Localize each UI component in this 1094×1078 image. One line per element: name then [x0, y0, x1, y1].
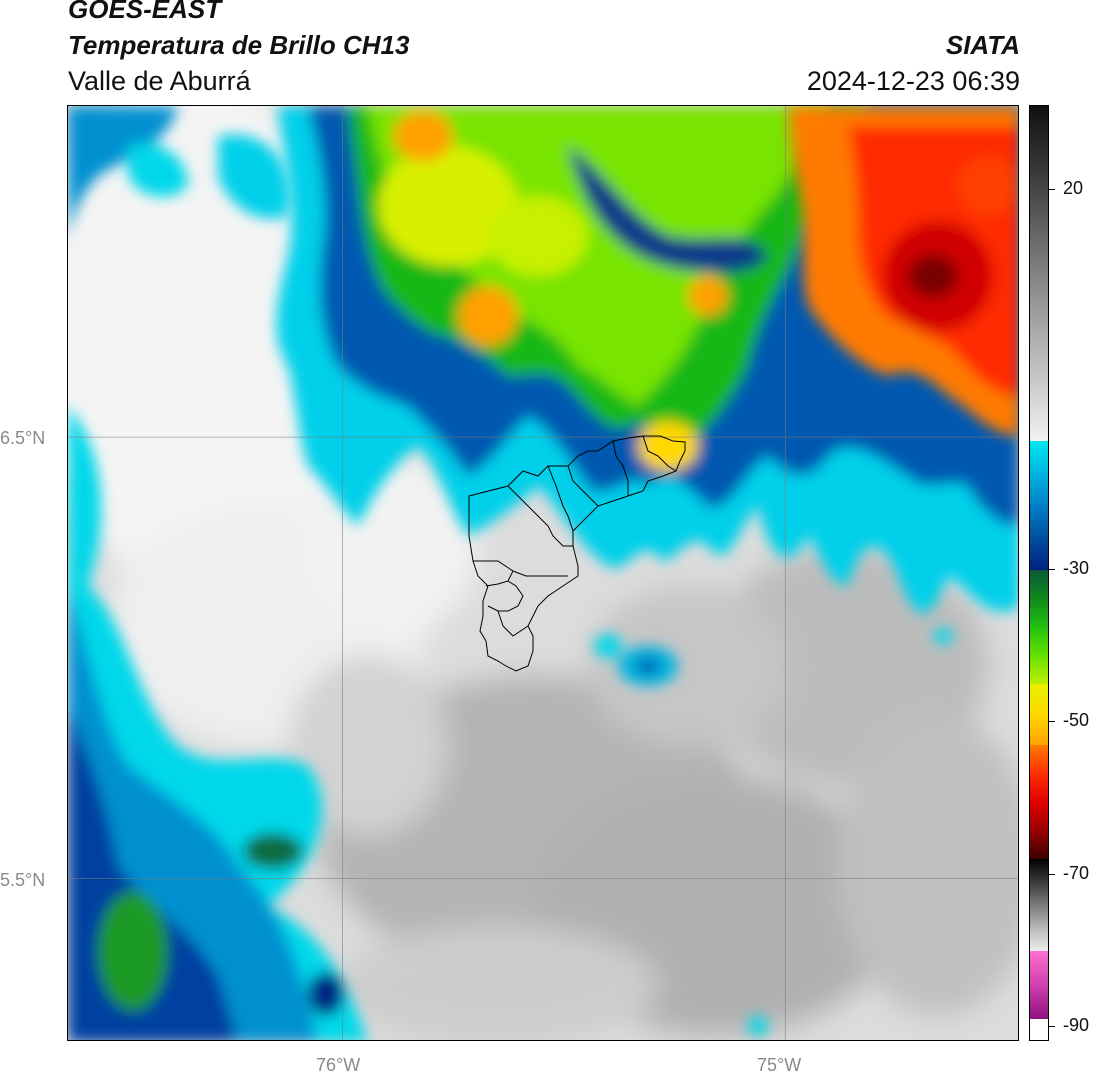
cold-core-northeast: [788, 106, 1018, 436]
colorbar-segment: [1030, 570, 1048, 685]
colorbar-tick-label: 20: [1063, 177, 1084, 198]
colorbar-segment: [1030, 950, 1048, 1020]
isolated-cells: [594, 628, 953, 1036]
organization-label: SIATA: [945, 30, 1020, 60]
colorbar-tick-label: -90: [1063, 1014, 1090, 1035]
colorbar-segment: [1030, 106, 1048, 441]
municipality-outline: [642, 435, 677, 472]
satellite-title: GOES-EAST: [68, 0, 222, 24]
municipality-outline: [485, 580, 524, 612]
cloud-wisps-northwest: [68, 106, 290, 246]
colorbar: [1029, 105, 1049, 1041]
municipality-outline: [547, 465, 574, 532]
colorbar-tick-mark: [1049, 873, 1055, 875]
municipality-outline: [473, 560, 568, 577]
colorbar-segment: [1030, 440, 1048, 571]
colorbar-segment: [1030, 859, 1048, 951]
colorbar-tick-mark: [1049, 1025, 1055, 1027]
surface-texture: [68, 106, 1018, 1040]
colorbar-segment: [1030, 745, 1048, 860]
lat-label-6-5: 6.5°N: [0, 428, 46, 448]
lat-label-5-5: 5.5°N: [0, 870, 46, 890]
lon-label-75w: 75°W: [757, 1055, 802, 1075]
map-gridlines: [68, 106, 1018, 1040]
cloud-band-west: [68, 406, 368, 1040]
colorbar-tick-label: -50: [1063, 710, 1090, 731]
colorbar-tick-mark: [1049, 569, 1055, 571]
map-canvas: [68, 106, 1018, 1040]
colorbar-tick-label: -70: [1063, 862, 1090, 883]
lon-label-76w: 76°W: [316, 1055, 361, 1075]
valle-de-aburra-boundary: [468, 435, 686, 672]
colorbar-tick-mark: [1049, 721, 1055, 723]
colorbar-tick-label: -30: [1063, 558, 1090, 579]
municipality-outline: [497, 610, 529, 637]
region-subtitle: Valle de Aburrá: [68, 66, 251, 96]
satellite-map: [67, 105, 1019, 1041]
municipality-outline: [468, 435, 686, 672]
colorbar-segment: [1030, 684, 1048, 746]
municipality-outline: [567, 465, 599, 507]
product-title: Temperatura de Brillo CH13: [68, 30, 410, 60]
municipality-outline: [507, 570, 514, 582]
timestamp-label: 2024-12-23 06:39: [806, 66, 1020, 96]
municipality-outline: [612, 440, 629, 496]
colorbar-tick-mark: [1049, 188, 1055, 190]
colorbar-segment: [1030, 1019, 1048, 1040]
municipality-outline: [507, 485, 573, 547]
